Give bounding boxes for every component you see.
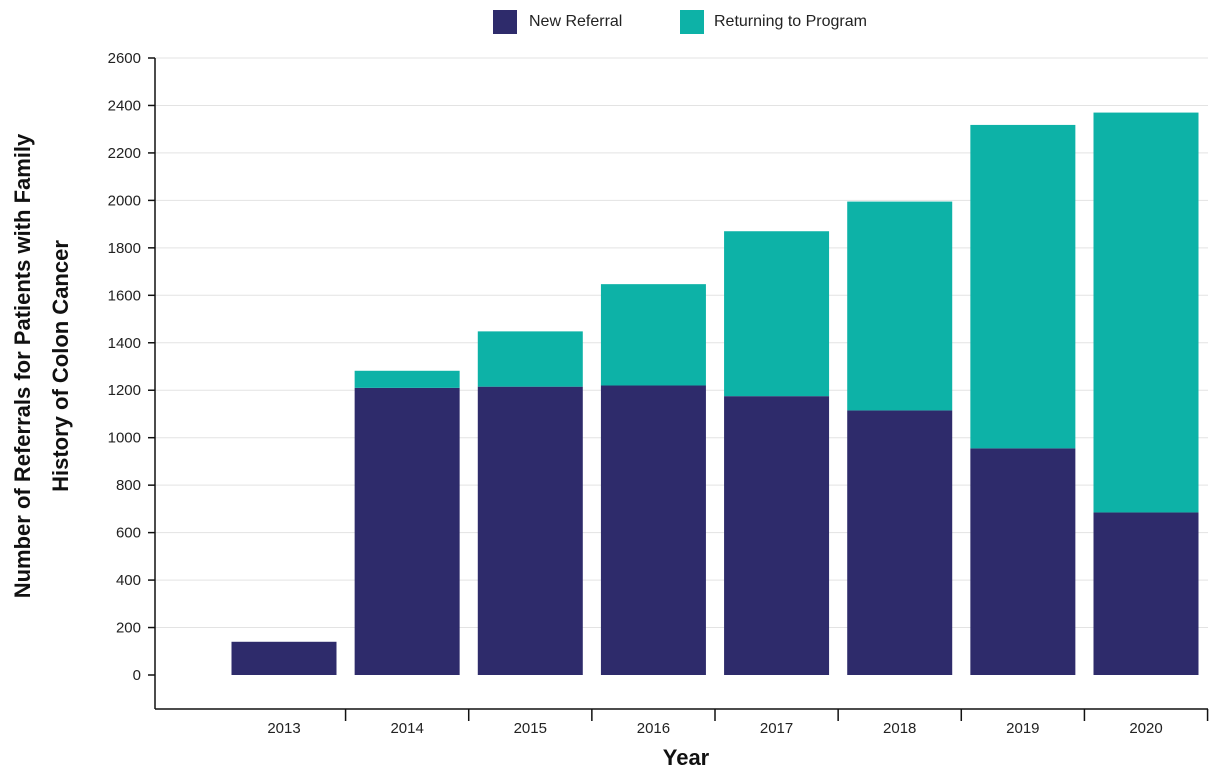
x-tick-label-2020: 2020 <box>1129 720 1162 737</box>
bar-new-referral-2017 <box>724 396 830 675</box>
bars <box>231 112 1199 675</box>
y-tick-label-2600: 2600 <box>108 50 141 67</box>
x-axis-title: Year <box>663 745 710 770</box>
bar-returning-to-program-2019 <box>970 124 1076 449</box>
axes <box>154 58 1208 710</box>
y-tick-label-2400: 2400 <box>108 97 141 114</box>
y-axis-title: Number of Referrals for Patients with Fa… <box>10 133 73 598</box>
legend: New Referral Returning to Program <box>493 10 867 34</box>
legend-label-new-referral: New Referral <box>529 13 622 30</box>
bar-new-referral-2020 <box>1093 512 1199 675</box>
x-tick-label-2013: 2013 <box>267 720 300 737</box>
y-axis-title-line-1: Number of Referrals for Patients with Fa… <box>10 133 35 598</box>
bar-returning-to-program-2014 <box>354 370 460 388</box>
y-tick-label-0: 0 <box>133 667 141 684</box>
y-tick-label-1000: 1000 <box>108 430 141 447</box>
legend-label-returning-to-program: Returning to Program <box>714 13 867 30</box>
bar-returning-to-program-2017 <box>724 231 830 397</box>
x-tick-label-2019: 2019 <box>1006 720 1039 737</box>
bar-new-referral-2016 <box>600 385 706 675</box>
x-tick-label-2018: 2018 <box>883 720 916 737</box>
bar-returning-to-program-2018 <box>847 201 953 411</box>
bar-returning-to-program-2020 <box>1093 112 1199 513</box>
bar-new-referral-2013 <box>231 641 337 675</box>
bar-new-referral-2019 <box>970 448 1076 675</box>
x-tick-label-2014: 2014 <box>390 720 423 737</box>
bar-new-referral-2014 <box>354 387 460 675</box>
y-tick-label-1800: 1800 <box>108 240 141 257</box>
y-tick-label-1400: 1400 <box>108 335 141 352</box>
y-tick-label-2200: 2200 <box>108 145 141 162</box>
bar-returning-to-program-2016 <box>600 284 706 386</box>
y-tick-labels: 0 200 400 600 800 1000 1200 1400 1600 1800 2000 220… <box>108 50 155 684</box>
y-axis-title-line-2: History of Colon Cancer <box>48 240 73 492</box>
bar-new-referral-2015 <box>477 386 583 675</box>
y-tick-label-800: 800 <box>116 477 141 494</box>
y-tick-label-400: 400 <box>116 572 141 589</box>
bar-new-referral-2018 <box>847 410 953 675</box>
bar-returning-to-program-2015 <box>477 331 583 387</box>
x-tick-label-2016: 2016 <box>637 720 670 737</box>
y-tick-label-1600: 1600 <box>108 287 141 304</box>
legend-swatch-returning-to-program <box>680 10 704 34</box>
x-tick-label-2015: 2015 <box>514 720 547 737</box>
legend-swatch-new-referral <box>493 10 517 34</box>
y-tick-label-2000: 2000 <box>108 192 141 209</box>
y-tick-label-1200: 1200 <box>108 382 141 399</box>
x-tick-labels: 2013 2014 2015 2016 2017 2018 2019 2020 <box>267 709 1209 737</box>
y-tick-label-200: 200 <box>116 620 141 637</box>
x-tick-label-2017: 2017 <box>760 720 793 737</box>
y-tick-label-600: 600 <box>116 525 141 542</box>
